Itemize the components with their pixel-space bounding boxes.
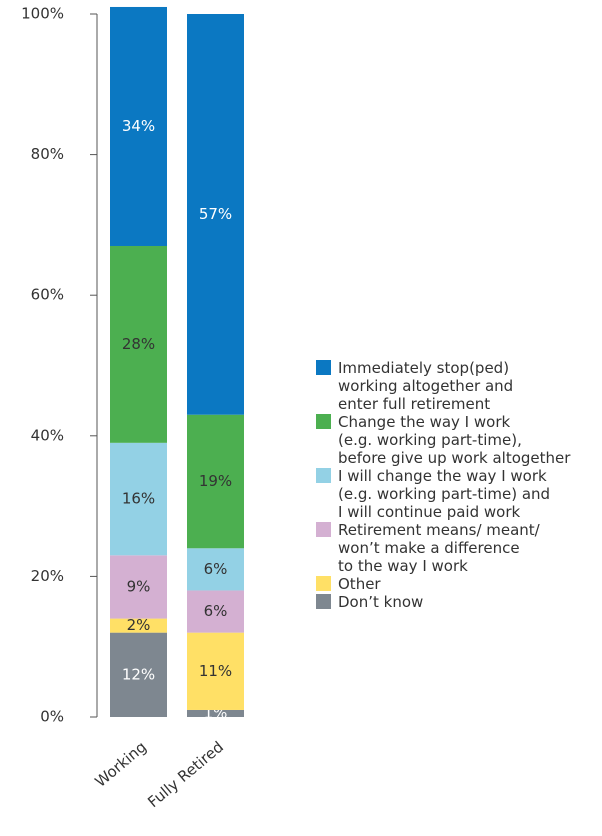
legend-swatch: [316, 594, 331, 609]
bar-segment: [187, 548, 244, 591]
legend-item: Immediately stop(ped) working altogether…: [316, 359, 602, 413]
data-label: 57%: [199, 205, 232, 223]
legend-item: Don’t know: [316, 593, 602, 611]
data-label: 6%: [204, 602, 228, 620]
y-tick-label: 60%: [31, 286, 64, 304]
legend-label: Change the way I work (e.g. working part…: [338, 413, 571, 467]
bar-segment: [110, 632, 167, 717]
y-tick-label: 100%: [21, 5, 64, 23]
legend-item: I will change the way I work (e.g. worki…: [316, 467, 602, 521]
legend-label: Retirement means/ meant/ won’t make a di…: [338, 521, 540, 575]
legend-swatch: [316, 468, 331, 483]
legend-item: Other: [316, 575, 602, 593]
data-label: 19%: [199, 472, 232, 490]
x-tick-label: Working: [92, 738, 150, 791]
y-tick-label: 40%: [31, 426, 64, 444]
bar-segment: [110, 555, 167, 619]
data-label: 2%: [127, 616, 151, 634]
data-label: 9%: [127, 577, 151, 595]
bar-segment: [110, 245, 167, 443]
data-label: 11%: [199, 662, 232, 680]
legend-label: Other: [338, 575, 381, 593]
legend-label: Don’t know: [338, 593, 424, 611]
data-label: 34%: [122, 117, 155, 135]
legend: Immediately stop(ped) working altogether…: [316, 359, 602, 611]
data-label: 12%: [122, 665, 155, 683]
data-label: 16%: [122, 490, 155, 508]
legend-swatch: [316, 576, 331, 591]
bar-segment: [110, 6, 167, 246]
legend-swatch: [316, 414, 331, 429]
y-tick-label: 20%: [31, 567, 64, 585]
legend-swatch: [316, 360, 331, 375]
bar-segment: [187, 632, 244, 710]
legend-label: I will change the way I work (e.g. worki…: [338, 467, 551, 521]
bar-segment: [110, 618, 167, 633]
bar-segment: [110, 442, 167, 556]
bar-segment: [187, 709, 244, 717]
bar-segment: [187, 14, 244, 415]
legend-swatch: [316, 522, 331, 537]
legend-item: Change the way I work (e.g. working part…: [316, 413, 602, 467]
legend-item: Retirement means/ meant/ won’t make a di…: [316, 521, 602, 575]
bar-segment: [187, 414, 244, 549]
data-label: 6%: [204, 560, 228, 578]
x-tick-label: Fully Retired: [144, 738, 227, 812]
legend-label: Immediately stop(ped) working altogether…: [338, 359, 514, 413]
bar-segment: [187, 590, 244, 633]
data-label: 28%: [122, 335, 155, 353]
y-tick-label: 0%: [40, 708, 64, 726]
y-tick-label: 80%: [31, 145, 64, 163]
